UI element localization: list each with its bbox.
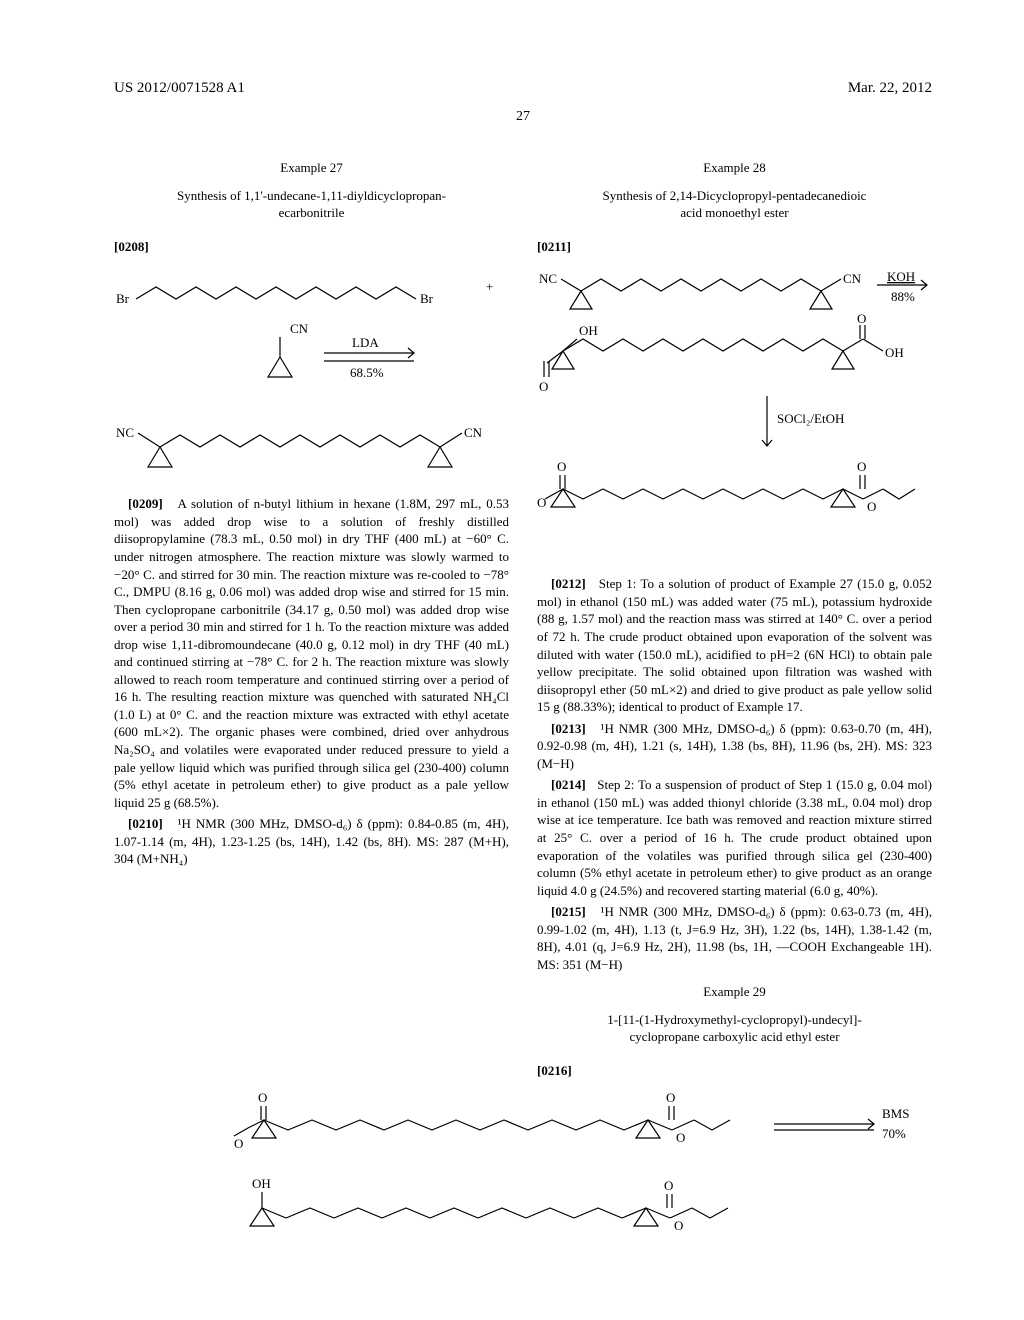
label-nc: NC [116,425,134,440]
label-0214: [0214] [551,777,586,792]
right-column: Example 28 Synthesis of 2,14-Dicycloprop… [537,155,932,1083]
para-0210: [0210] ¹H NMR (300 MHz, DMSO-d₆) δ (ppm)… [114,815,509,868]
text-0212: Step 1: To a solution of product of Exam… [537,576,932,714]
label-0213: [0213] [551,721,586,736]
example28-title: Synthesis of 2,14-Dicyclopropyl-pentadec… [537,187,932,222]
label-nc28: NC [539,271,557,286]
para-0209: [0209] A solution of n-butyl lithium in … [114,495,509,811]
example29-title-l2: cyclopropane carboxylic acid ethyl ester [629,1029,839,1044]
label-0215: [0215] [551,904,586,919]
example27-title-l2: ecarbonitrile [279,205,345,220]
text-0215: ¹H NMR (300 MHz, DMSO-d₆) δ (ppm): 0.63-… [537,904,932,972]
para-0216: [0216] [537,1062,932,1080]
label-0210: [0210] [128,816,163,831]
label-o-b2: O [666,1092,675,1105]
label-pct88: 88% [891,289,915,304]
label-oh2: OH [885,345,904,360]
label-cn28: CN [843,271,862,286]
label-koh: KOH [887,269,915,284]
example28-title-l2: acid monoethyl ester [680,205,788,220]
label-0209: [0209] [128,496,163,511]
para-0215: [0215] ¹H NMR (300 MHz, DMSO-d₆) δ (ppm)… [537,903,932,973]
para-0213: [0213] ¹H NMR (300 MHz, DMSO-d₆) δ (ppm)… [537,720,932,773]
label-o-b4: O [674,1218,683,1233]
publication-number: US 2012/0071528 A1 [114,78,245,98]
two-column-layout: Example 27 Synthesis of 1,1'-undecane-1,… [114,155,932,1083]
label-0211: [0211] [537,239,571,254]
label-o4: O [857,459,866,474]
label-0208: [0208] [114,239,149,254]
left-column: Example 27 Synthesis of 1,1'-undecane-1,… [114,155,509,1083]
label-0216: [0216] [537,1063,572,1078]
label-pct27: 68.5% [350,365,384,380]
label-o1: O [539,379,548,394]
label-o-b3: O [664,1178,673,1193]
example29-label: Example 29 [537,983,932,1001]
label-o-b6: O [676,1130,685,1145]
label-plus: + [486,279,493,294]
example28-title-l1: Synthesis of 2,14-Dicyclopropyl-pentadec… [603,188,867,203]
scheme-example28: NC CN KOH 88% [537,261,932,561]
label-bms: BMS [882,1106,909,1121]
label-o3: O [557,459,566,474]
text-0214: Step 2: To a suspension of product of St… [537,777,932,897]
text-0213: ¹H NMR (300 MHz, DMSO-d₆) δ (ppm): 0.63-… [537,721,932,771]
para-0212: [0212] Step 1: To a solution of product … [537,575,932,715]
example29-title-l1: 1-[11-(1-Hydroxymethyl-cyclopropyl)-unde… [607,1012,861,1027]
example29-title: 1-[11-(1-Hydroxymethyl-cyclopropyl)-unde… [537,1011,932,1046]
page-header: US 2012/0071528 A1 Mar. 22, 2012 [114,78,932,98]
label-oh-b: OH [252,1176,271,1191]
example27-title-l1: Synthesis of 1,1'-undecane-1,11-diyldicy… [177,188,446,203]
label-br-left: Br [116,291,130,306]
label-pct70: 70% [882,1126,906,1141]
page-number: 27 [114,108,932,127]
publication-date: Mar. 22, 2012 [848,78,932,98]
label-o5: O [537,495,546,510]
label-0212: [0212] [551,576,586,591]
label-lda: LDA [352,335,379,350]
label-cn2: CN [464,425,483,440]
scheme-example27: Br Br + CN [114,261,509,481]
label-cn: CN [290,321,309,336]
para-0211: [0211] [537,238,932,256]
text-0209: A solution of n-butyl lithium in hexane … [114,496,509,809]
example27-label: Example 27 [114,159,509,177]
label-br-right: Br [420,291,434,306]
page: US 2012/0071528 A1 Mar. 22, 2012 27 Exam… [0,0,1024,1320]
example28-label: Example 28 [537,159,932,177]
label-socl2: SOCl₂/EtOH [777,411,844,426]
text-0210: ¹H NMR (300 MHz, DMSO-d₆) δ (ppm): 0.84-… [114,816,509,866]
para-0208: [0208] [114,238,509,256]
example27-title: Synthesis of 1,1'-undecane-1,11-diyldicy… [114,187,509,222]
label-oh1: OH [579,323,598,338]
scheme-example29: O O O O BMS 70% [114,1092,932,1267]
label-o6: O [867,499,876,514]
label-o-b5: O [234,1136,243,1151]
label-o2: O [857,311,866,326]
para-0214: [0214] Step 2: To a suspension of produc… [537,776,932,899]
label-o-b1: O [258,1092,267,1105]
